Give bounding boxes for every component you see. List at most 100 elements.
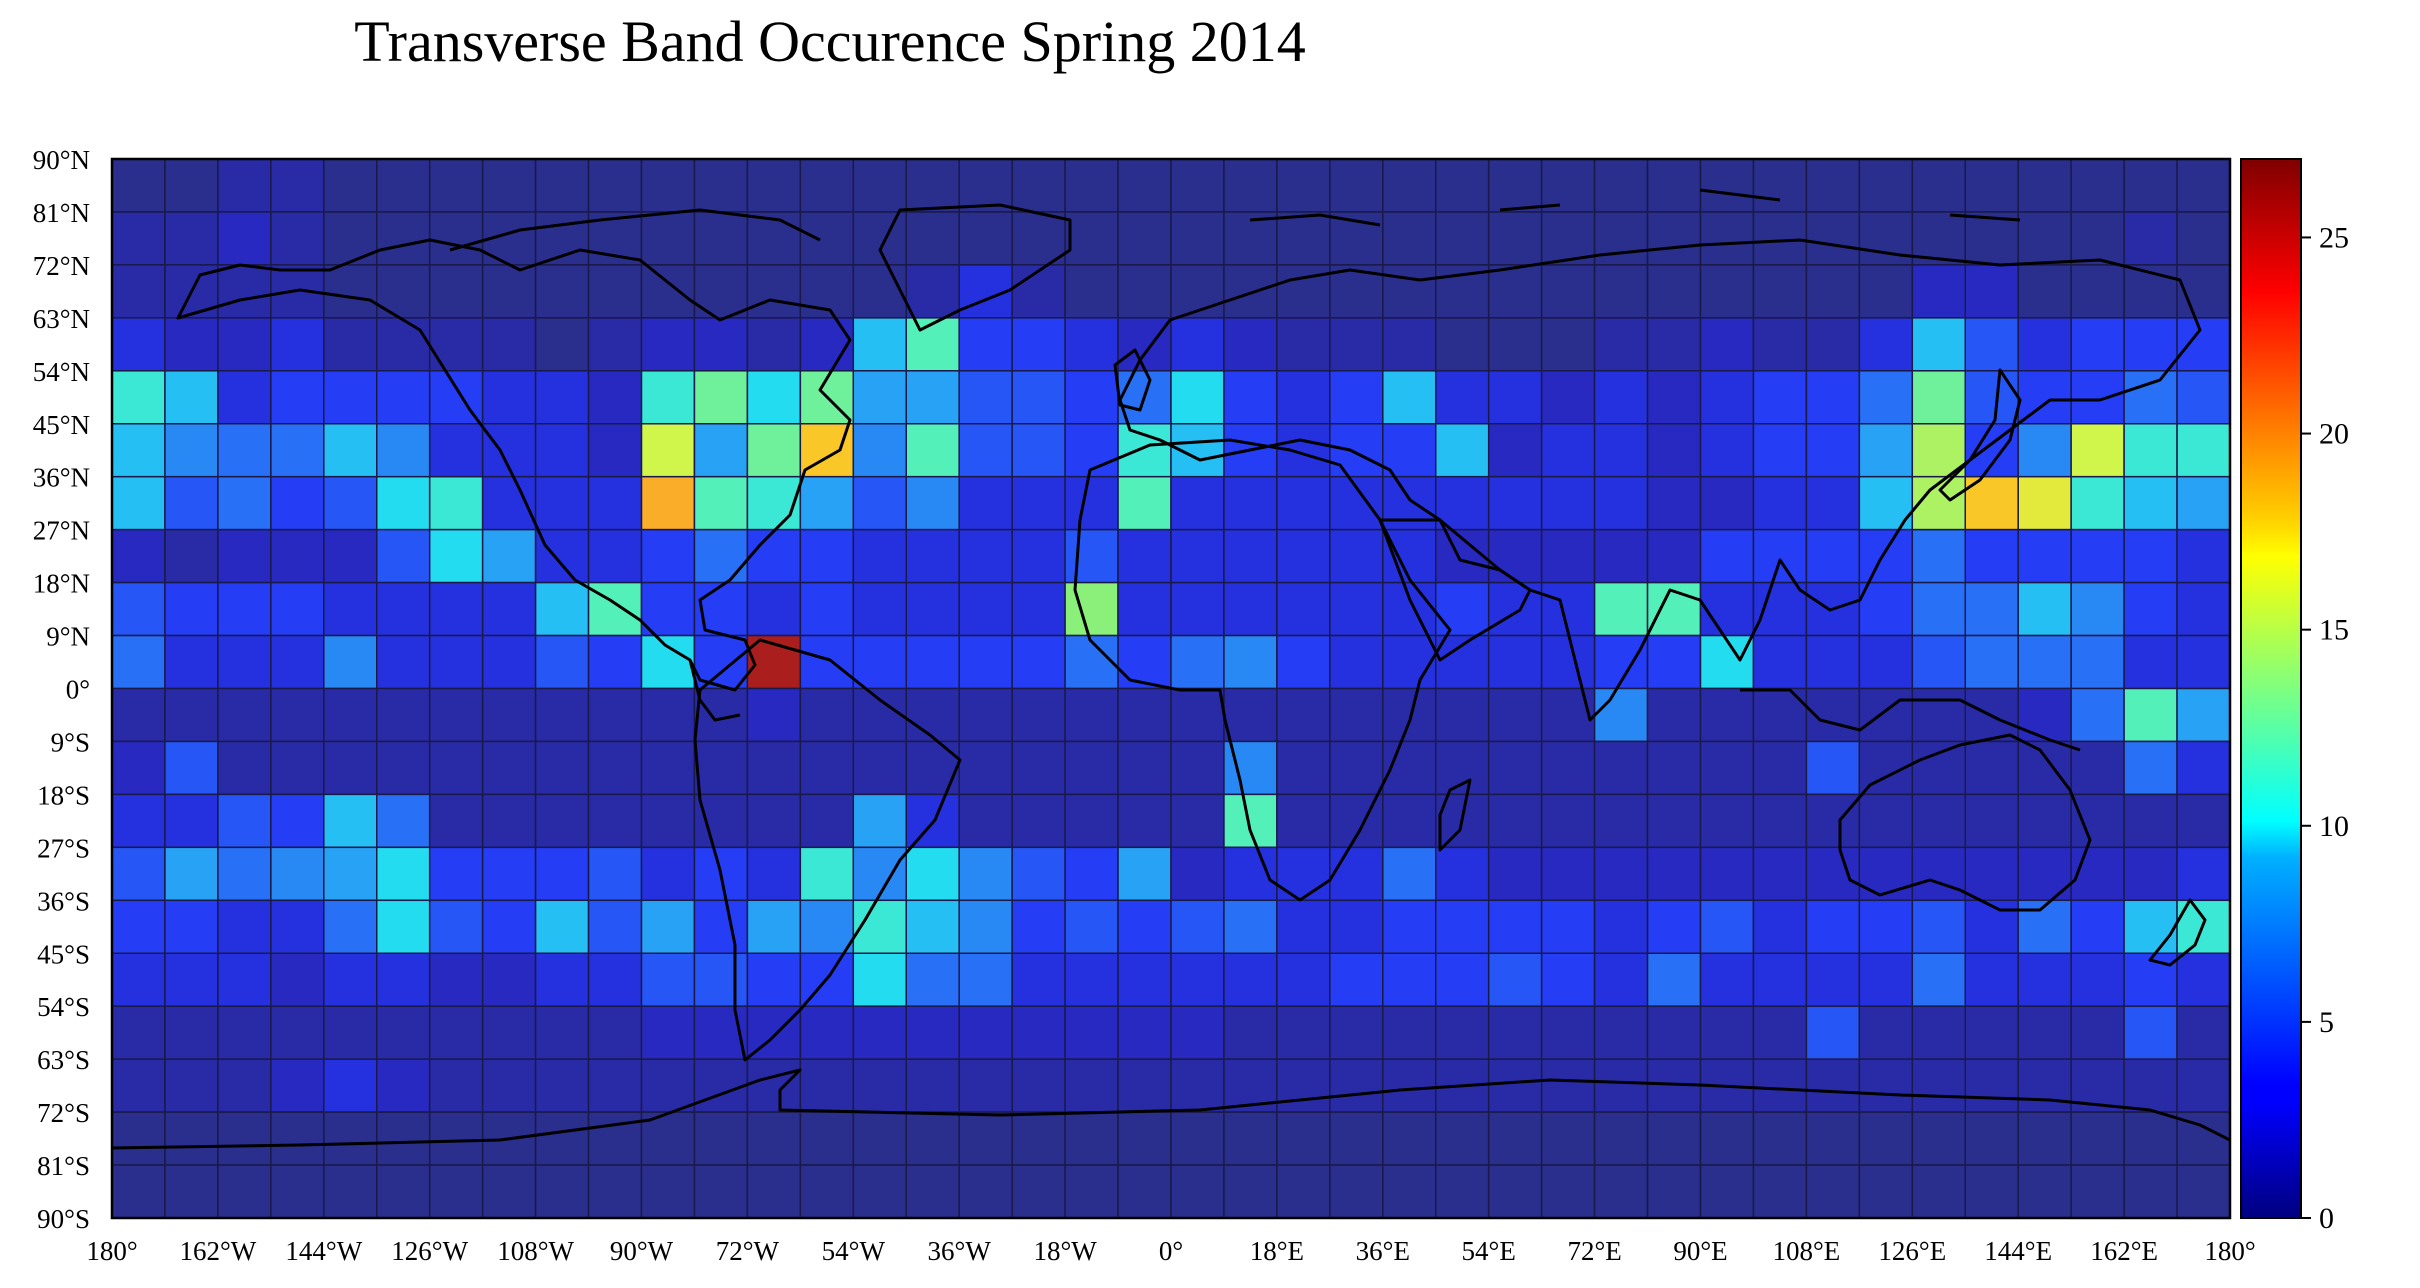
heatmap-cell <box>1223 1005 1278 1060</box>
heatmap-cell <box>1064 634 1119 690</box>
heatmap-cell <box>111 899 166 954</box>
heatmap-cell <box>2123 899 2178 954</box>
heatmap-cell <box>111 211 166 266</box>
heatmap-cell <box>693 528 749 584</box>
heatmap-cell <box>905 846 960 902</box>
heatmap-cell <box>640 370 696 425</box>
heatmap-cell <box>1752 581 1808 637</box>
heatmap-cell <box>2070 740 2125 796</box>
heatmap-cell <box>958 952 1013 1007</box>
heatmap-cell <box>481 581 537 637</box>
heatmap-cell <box>1117 952 1172 1007</box>
heatmap-cell <box>323 1058 378 1113</box>
heatmap-cell <box>164 528 219 584</box>
heatmap-cell <box>799 211 855 266</box>
heatmap-cell <box>376 528 431 584</box>
colorbar-tick-label: 0 <box>2319 1202 2334 1235</box>
heatmap-cell <box>1540 264 1596 319</box>
heatmap-cell <box>1805 793 1861 849</box>
heatmap-cell <box>1911 158 1967 213</box>
heatmap-cell <box>587 1164 643 1219</box>
heatmap-cell <box>2123 952 2178 1007</box>
y-tick-label: 72°N <box>33 251 90 281</box>
heatmap-cell <box>640 158 696 213</box>
y-tick-label: 81°S <box>37 1151 90 1181</box>
heatmap-cell <box>1382 528 1437 584</box>
heatmap-cell <box>1435 1005 1490 1060</box>
heatmap-cell <box>1646 528 1702 584</box>
heatmap-cell <box>1064 528 1119 584</box>
heatmap-cell <box>1646 264 1702 319</box>
y-tick-label: 54°S <box>37 992 90 1022</box>
y-tick-label: 54°N <box>33 357 90 387</box>
heatmap-cell <box>1011 475 1066 531</box>
heatmap-cell <box>1064 475 1119 531</box>
heatmap-cell <box>1064 1111 1119 1166</box>
heatmap-cell <box>746 1164 802 1219</box>
heatmap-cell <box>1382 952 1437 1007</box>
heatmap-cell <box>1435 475 1490 531</box>
heatmap-cell <box>217 475 272 531</box>
heatmap-cell <box>164 581 219 637</box>
heatmap-cell <box>587 317 643 372</box>
heatmap-cell <box>1276 528 1331 584</box>
heatmap-cell <box>1540 634 1596 690</box>
heatmap-cell <box>2070 317 2125 372</box>
heatmap-cell <box>1805 846 1861 902</box>
heatmap-cell <box>376 317 431 372</box>
heatmap-cell <box>1964 1058 2019 1113</box>
heatmap-cell <box>534 317 590 372</box>
heatmap-cell <box>1117 264 1172 319</box>
heatmap-cell <box>852 952 907 1007</box>
heatmap-cell <box>1540 1164 1596 1219</box>
heatmap-cell <box>799 634 855 690</box>
heatmap-cell <box>799 899 855 954</box>
heatmap-cell <box>323 846 378 902</box>
heatmap-cell <box>746 1111 802 1166</box>
heatmap-cell <box>587 158 643 213</box>
heatmap-cell <box>2176 634 2231 690</box>
heatmap-cell <box>1487 211 1543 266</box>
heatmap-cell <box>1170 264 1225 319</box>
heatmap-cell <box>1487 687 1543 743</box>
heatmap-cell <box>905 1005 960 1060</box>
heatmap-cell <box>958 846 1013 902</box>
coastline-madagascar <box>1438 778 1472 852</box>
heatmap-cell <box>1646 211 1702 266</box>
heatmap-cell <box>799 1005 855 1060</box>
heatmap-cell <box>481 158 537 213</box>
heatmap-cell <box>270 475 325 531</box>
heatmap-cell <box>428 528 484 584</box>
heatmap-cell <box>1382 1058 1437 1113</box>
heatmap-cell <box>323 528 378 584</box>
heatmap-cell <box>1699 211 1755 266</box>
heatmap-cell <box>1276 370 1331 425</box>
heatmap-cell <box>1487 158 1543 213</box>
heatmap-cell <box>2070 475 2125 531</box>
heatmap-cell <box>428 952 484 1007</box>
heatmap-cell <box>481 687 537 743</box>
heatmap-cell <box>2123 317 2178 372</box>
heatmap-cell <box>958 634 1013 690</box>
heatmap-cell <box>1699 793 1755 849</box>
heatmap-cell <box>1805 1058 1861 1113</box>
heatmap-cell <box>376 1058 431 1113</box>
heatmap-cell <box>1435 1164 1490 1219</box>
heatmap-cell <box>2176 475 2231 531</box>
heatmap-cell <box>958 423 1013 478</box>
heatmap-cell <box>481 634 537 690</box>
heatmap-cell <box>534 158 590 213</box>
heatmap-cell <box>2123 158 2178 213</box>
heatmap-cell <box>1593 423 1649 478</box>
heatmap-cell <box>1805 370 1861 425</box>
heatmap-cell <box>2017 793 2072 849</box>
heatmap-cell <box>217 687 272 743</box>
heatmap-cell <box>534 1164 590 1219</box>
heatmap-cell <box>1699 687 1755 743</box>
heatmap-cell <box>1223 370 1278 425</box>
heatmap-cell <box>1329 317 1384 372</box>
heatmap-cell <box>1487 1164 1543 1219</box>
heatmap-cell <box>852 370 907 425</box>
heatmap-cell <box>2123 581 2178 637</box>
heatmap-cell <box>376 158 431 213</box>
